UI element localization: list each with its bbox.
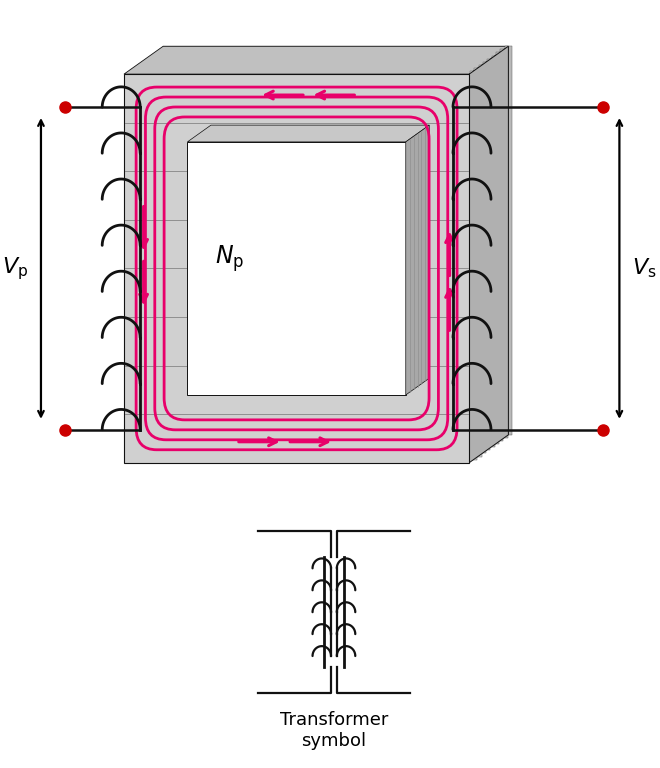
Polygon shape: [483, 61, 490, 450]
Polygon shape: [124, 46, 508, 74]
Polygon shape: [492, 55, 499, 444]
Polygon shape: [163, 46, 508, 114]
Polygon shape: [124, 74, 469, 462]
Polygon shape: [469, 46, 508, 462]
Polygon shape: [500, 49, 508, 438]
Text: $N_\mathrm{p}$: $N_\mathrm{p}$: [215, 243, 245, 274]
Polygon shape: [505, 46, 512, 435]
Polygon shape: [187, 125, 429, 142]
Text: Transformer
symbol: Transformer symbol: [280, 711, 388, 750]
Polygon shape: [487, 58, 495, 447]
Polygon shape: [406, 125, 429, 395]
Polygon shape: [474, 68, 482, 456]
Text: $V_\mathrm{p}$: $V_\mathrm{p}$: [2, 255, 28, 282]
Text: $V_\mathrm{s}$: $V_\mathrm{s}$: [632, 257, 657, 280]
Polygon shape: [496, 52, 504, 441]
Polygon shape: [187, 142, 406, 395]
Polygon shape: [478, 65, 486, 453]
Polygon shape: [470, 71, 477, 459]
